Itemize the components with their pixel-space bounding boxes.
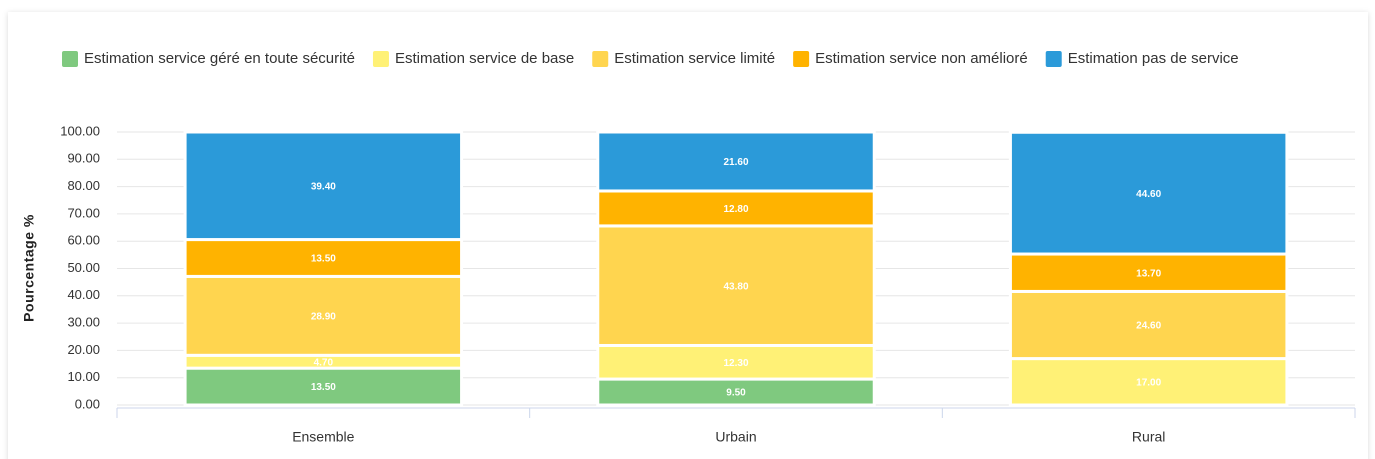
data-label: 13.50 [311,382,336,393]
bar-segment [596,130,876,193]
y-tick-label: 30.00 [67,315,100,330]
data-label: 28.90 [311,312,336,323]
legend-swatch [592,51,609,67]
data-label: 24.60 [1136,321,1161,332]
bar-segment [183,238,464,278]
data-label: 44.60 [1136,189,1161,200]
data-label: 4.70 [314,357,334,368]
legend-label: Estimation service de base [395,50,574,67]
y-tick-label: 50.00 [67,260,100,275]
bar-segment [1008,130,1289,256]
y-tick-label: 0.00 [75,396,100,411]
bar-segment [596,224,876,347]
data-label: 21.60 [723,157,748,168]
bar-segment [596,343,876,381]
y-tick-label: 40.00 [67,287,100,302]
y-tick-label: 90.00 [67,151,100,166]
legend-swatch [62,51,78,67]
y-tick-label: 10.00 [67,369,100,384]
bar-segment [183,130,464,242]
legend-label: Estimation service géré en toute sécurit… [84,50,355,67]
y-tick-label: 60.00 [67,233,100,248]
y-tick-label: 20.00 [67,342,100,357]
y-tick-label: 100.00 [60,123,100,138]
legend-label: Estimation pas de service [1068,50,1239,67]
data-label: 13.70 [1136,268,1161,279]
y-tick-label: 80.00 [67,178,100,193]
data-label: 9.50 [726,388,746,399]
x-tick-label: Rural [1132,429,1165,445]
bar-segment [1008,252,1289,293]
legend-swatch [1045,51,1062,67]
data-label: 12.30 [723,358,748,369]
bar-segment [1008,289,1289,361]
legend-label: Estimation service non amélioré [815,50,1028,67]
legend-label: Estimation service limité [614,50,775,67]
data-label: 12.80 [723,204,748,215]
x-tick-label: Urbain [715,429,756,445]
data-label: 39.40 [311,181,336,192]
data-label: 17.00 [1136,377,1161,388]
x-tick-label: Ensemble [292,429,354,445]
legend-swatch [793,51,810,67]
y-axis-label: Pourcentage % [21,214,37,322]
legend-swatch [372,51,389,67]
bar-segment [596,377,876,407]
y-tick-label: 70.00 [67,205,100,220]
data-label: 13.50 [311,254,336,265]
data-label: 43.80 [723,281,748,292]
